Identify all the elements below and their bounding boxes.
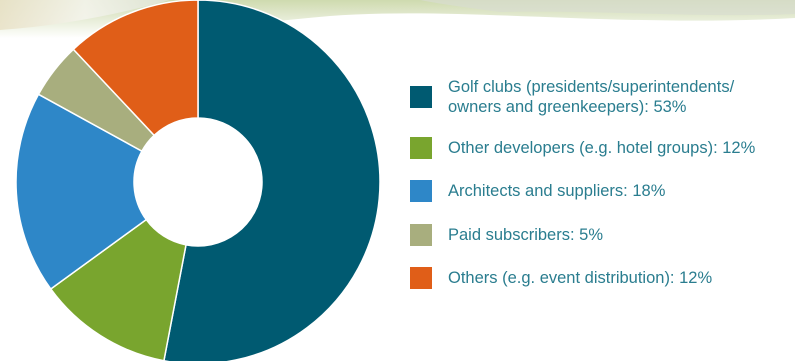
legend-label-golf-clubs-line2: owners and greenkeepers): 53% — [448, 98, 687, 116]
legend-swatch-others — [410, 267, 432, 289]
legend-swatch-golf-clubs — [410, 86, 432, 108]
donut-slices — [15, 0, 381, 361]
donut-slice-other-developers — [49, 218, 187, 361]
donut-slice-others — [72, 0, 199, 137]
legend-swatch-architects — [410, 180, 432, 202]
legend-swatch-other-developers — [410, 137, 432, 159]
legend-label-others: Others (e.g. event distribution): 12% — [448, 269, 713, 287]
legend-item-other-developers: Other developers (e.g. hotel groups): 12… — [410, 137, 755, 159]
legend-label-architects: Architects and suppliers: 18% — [448, 182, 666, 200]
donut-slice-golf-clubs — [163, 0, 381, 361]
legend-item-architects: Architects and suppliers: 18% — [410, 180, 665, 202]
legend-label-paid-subscribers: Paid subscribers: 5% — [448, 226, 603, 244]
legend-item-paid-subscribers: Paid subscribers: 5% — [410, 224, 603, 246]
legend-item-others: Others (e.g. event distribution): 12% — [410, 267, 712, 289]
legend-label-other-developers: Other developers (e.g. hotel groups): 12… — [448, 139, 756, 157]
legend-item-golf-clubs: Golf clubs (presidents/superintendents/ … — [410, 76, 734, 118]
legend-label-golf-clubs: Golf clubs (presidents/superintendents/ … — [448, 77, 734, 117]
legend-swatch-paid-subscribers — [410, 224, 432, 246]
legend-label-golf-clubs-line1: Golf clubs (presidents/superintendents/ — [448, 78, 735, 96]
donut-slice-architects — [15, 93, 148, 291]
